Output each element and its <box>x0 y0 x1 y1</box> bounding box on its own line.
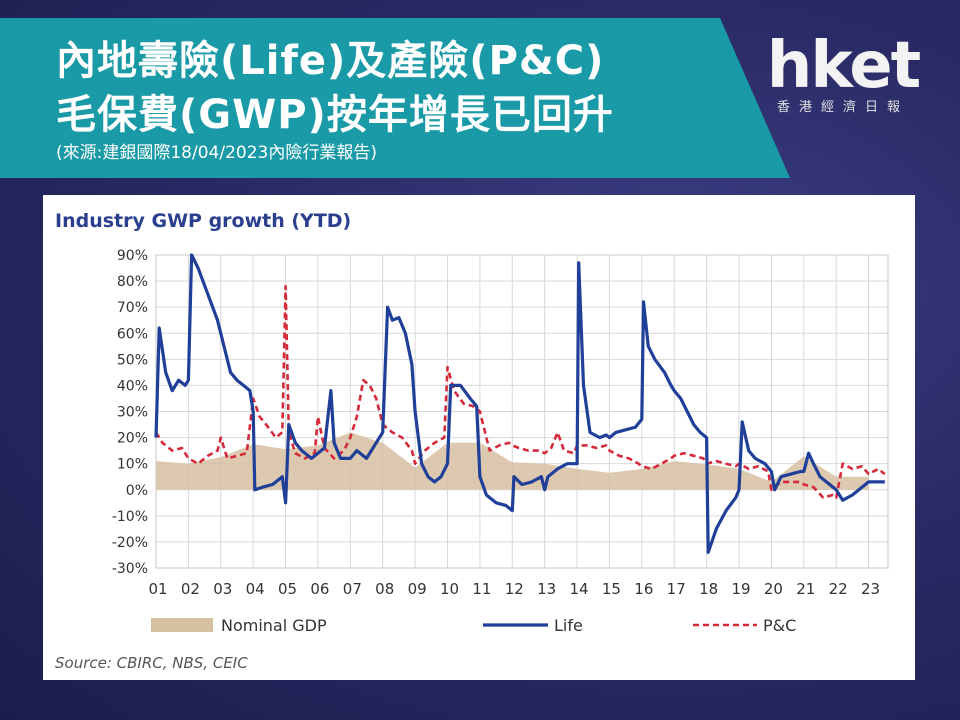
x-tick-label: 19 <box>731 580 750 598</box>
chart-legend: Nominal GDP Life P&C <box>151 616 796 635</box>
chart-source: Source: CBIRC, NBS, CEIC <box>55 654 248 672</box>
y-tick-label: 70% <box>117 300 148 316</box>
y-tick-label: -30% <box>112 561 148 577</box>
chart-title: Industry GWP growth (YTD) <box>55 210 351 232</box>
series-line-layer <box>154 253 886 554</box>
y-tick-label: 40% <box>117 378 148 394</box>
x-tick-label: 14 <box>570 580 589 598</box>
x-tick-label: 11 <box>472 580 491 598</box>
series-pc-line <box>154 285 886 499</box>
x-tick-label: 03 <box>213 580 232 598</box>
chart-grid <box>155 254 889 569</box>
page-title-line-2: 毛保費(GWP)按年增長已回升 <box>56 92 614 138</box>
title-banner <box>0 18 790 178</box>
legend-label-pc: P&C <box>763 616 796 635</box>
source-note: (來源:建銀國際18/04/2023內險行業報告) <box>56 143 377 163</box>
y-tick-label: 30% <box>117 405 148 421</box>
y-tick-label: 80% <box>117 274 148 290</box>
x-tick-label: 15 <box>602 580 621 598</box>
x-tick-label: 16 <box>634 580 653 598</box>
x-tick-label: 06 <box>310 580 329 598</box>
y-tick-label: 0% <box>126 483 148 499</box>
x-tick-label: 20 <box>764 580 783 598</box>
x-tick-label: 10 <box>440 580 459 598</box>
x-tick-label: 22 <box>829 580 848 598</box>
x-tick-label: 01 <box>148 580 167 598</box>
page-title-line-1: 內地壽險(Life)及產險(P&C) <box>56 38 605 84</box>
y-tick-label: 10% <box>117 457 148 473</box>
legend-swatch-gdp <box>151 618 213 632</box>
x-tick-label: 05 <box>278 580 297 598</box>
x-axis-ticks: 01 02 03 04 05 06 07 08 09 10 11 12 13 14 15 16 17 18 19 20… <box>148 580 880 598</box>
x-tick-label: 07 <box>343 580 362 598</box>
y-tick-label: 20% <box>117 431 148 447</box>
y-tick-label: 60% <box>117 326 148 342</box>
y-tick-label: -20% <box>112 535 148 551</box>
logo-wordmark: hket <box>766 29 921 103</box>
x-tick-label: 13 <box>537 580 556 598</box>
x-tick-label: 23 <box>861 580 880 598</box>
logo-subtitle: 香港經濟日報 <box>776 100 909 115</box>
y-axis-ticks: 90% 80% 70% 60% 50% 40% 30% 20% 10% 0% -10% -20% -30… <box>112 248 148 577</box>
x-tick-label: 12 <box>505 580 524 598</box>
x-tick-label: 04 <box>246 580 265 598</box>
x-tick-label: 02 <box>181 580 200 598</box>
chart-panel: Industry GWP growth (YTD) 90% 80% 70% 60% 50… <box>43 195 915 680</box>
x-tick-label: 09 <box>408 580 427 598</box>
y-tick-label: 50% <box>117 352 148 368</box>
legend-label-gdp: Nominal GDP <box>221 616 327 635</box>
x-tick-label: 17 <box>667 580 686 598</box>
y-tick-label: 90% <box>117 248 148 264</box>
series-life-line <box>154 253 885 554</box>
x-tick-label: 08 <box>375 580 394 598</box>
legend-label-life: Life <box>554 616 583 635</box>
hket-logo: hket 香港經濟日報 <box>758 34 928 115</box>
y-tick-label: -10% <box>112 509 148 525</box>
x-tick-label: 18 <box>699 580 718 598</box>
x-tick-label: 21 <box>796 580 815 598</box>
gwp-growth-chart: Industry GWP growth (YTD) 90% 80% 70% 60% 50… <box>55 210 889 672</box>
